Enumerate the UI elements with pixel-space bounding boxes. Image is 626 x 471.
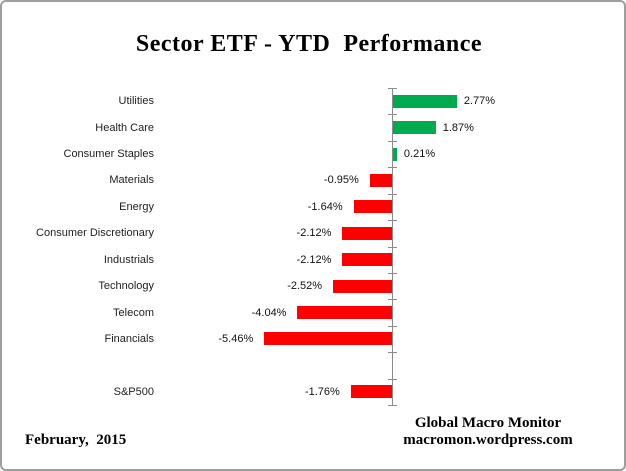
category-label: Financials (104, 332, 154, 345)
axis-tick (387, 325, 397, 327)
bar-S&P500 (350, 385, 392, 399)
category-label: Technology (98, 280, 154, 293)
axis-tick (387, 352, 397, 354)
category-label: Utilities (118, 95, 154, 108)
category-label: Energy (119, 200, 154, 213)
category-label: Health Care (95, 121, 154, 134)
value-label: 0.21% (403, 148, 436, 161)
chart-title: Sector ETF - YTD Performance (135, 31, 483, 57)
value-label: -1.64% (307, 200, 343, 213)
value-label: -5.46% (218, 332, 254, 345)
bar-Consumer Discretionary (342, 226, 392, 240)
axis-tick (387, 88, 397, 89)
bar-Materials (369, 173, 392, 187)
bar-Industrials (342, 253, 392, 267)
value-label: -2.12% (296, 253, 332, 266)
axis-tick (387, 114, 397, 116)
value-label: -2.12% (296, 227, 332, 240)
value-label: -0.95% (323, 174, 359, 187)
value-label: -4.04% (251, 306, 287, 319)
bar-Utilities (392, 94, 457, 108)
bar-Technology (333, 279, 392, 293)
axis-tick (387, 167, 397, 169)
value-label: 1.87% (442, 121, 474, 134)
credit-line-1: Global Macro Monitor (414, 415, 562, 431)
bar-Health Care (392, 121, 436, 135)
category-label: Telecom (113, 306, 154, 319)
footer-credit: Global Macro Monitor macromon.wordpress.… (397, 415, 579, 449)
bar-Energy (353, 200, 392, 214)
axis-tick (387, 405, 397, 406)
axis-tick (387, 140, 397, 142)
category-label: Materials (109, 174, 154, 187)
bar-Telecom (297, 306, 392, 320)
footer-date: February, 2015 (25, 432, 127, 448)
axis-tick (387, 299, 397, 301)
value-label: -2.52% (287, 280, 323, 293)
axis-tick (387, 378, 397, 380)
category-label: Consumer Staples (63, 148, 155, 161)
category-label (2, 357, 154, 373)
axis-tick (387, 220, 397, 222)
category-label: Consumer Discretionary (36, 227, 154, 240)
value-label: -1.76% (304, 385, 340, 398)
axis-tick (387, 193, 397, 195)
value-label: 2.77% (463, 95, 496, 108)
axis-tick (387, 246, 397, 248)
bar-Consumer Staples (392, 147, 397, 161)
credit-line-2: macromon.wordpress.com (403, 432, 573, 448)
axis-tick (387, 272, 397, 274)
bar-Financials (264, 332, 392, 346)
category-label: Industrials (103, 253, 154, 266)
category-label: S&P500 (113, 385, 154, 398)
